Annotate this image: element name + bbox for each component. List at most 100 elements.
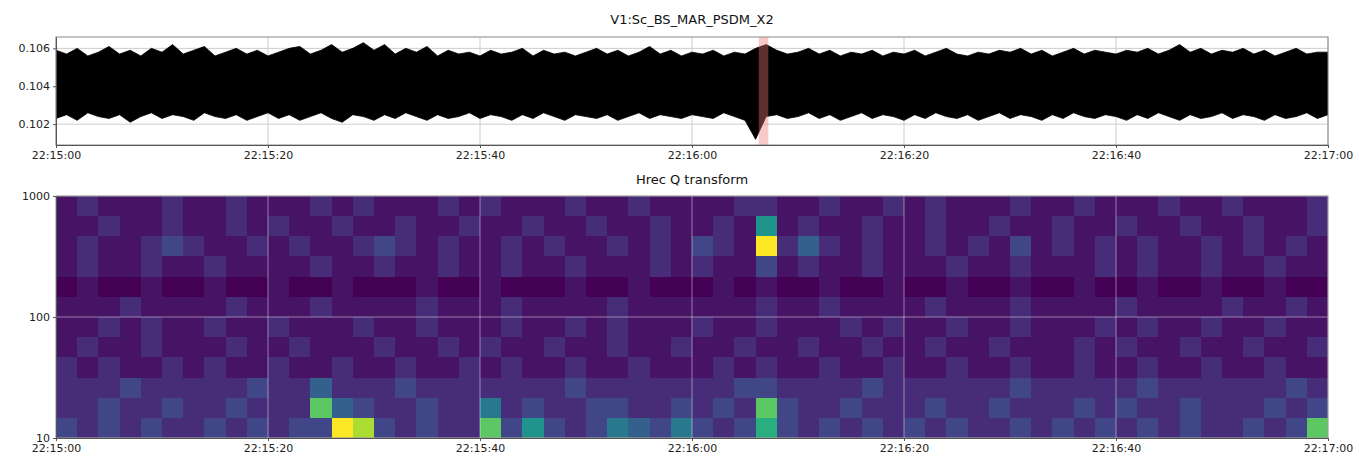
heatmap-cell <box>1180 256 1201 276</box>
heatmap-cell <box>1137 418 1158 438</box>
heatmap-cell <box>840 337 861 357</box>
heatmap-cell <box>1137 297 1158 317</box>
heatmap-cell <box>1180 378 1201 398</box>
heatmap-cell <box>883 236 904 256</box>
heatmap-cell <box>989 317 1010 337</box>
heatmap-cell <box>183 216 204 236</box>
heatmap-cell <box>586 357 607 377</box>
heatmap-cell <box>1243 357 1264 377</box>
heatmap-cell <box>56 357 77 377</box>
y-tick: 0.102 <box>19 118 57 131</box>
heatmap-cell <box>946 297 967 317</box>
heatmap-cell <box>989 418 1010 438</box>
heatmap-cell <box>946 256 967 276</box>
heatmap-cell <box>544 317 565 337</box>
heatmap-cell <box>756 297 777 317</box>
grid-line-x <box>904 196 905 438</box>
heatmap-cell <box>522 196 543 216</box>
heatmap-cell <box>989 398 1010 418</box>
heatmap-cell <box>416 216 437 236</box>
heatmap-cell <box>798 297 819 317</box>
heatmap-cell <box>565 297 586 317</box>
heatmap-cell <box>141 378 162 398</box>
heatmap-cell <box>862 277 883 297</box>
heatmap-cell <box>1052 418 1073 438</box>
heatmap-cell <box>840 256 861 276</box>
heatmap-cell <box>98 378 119 398</box>
heatmap-cell <box>374 317 395 337</box>
heatmap-cell <box>1137 256 1158 276</box>
heatmap-cell <box>628 317 649 337</box>
heatmap-cell <box>332 418 353 438</box>
heatmap-cell <box>310 256 331 276</box>
heatmap-cell <box>692 297 713 317</box>
heatmap-cell <box>501 256 522 276</box>
heatmap-cell <box>1222 357 1243 377</box>
heatmap-cell <box>968 398 989 418</box>
heatmap-cell <box>1243 256 1264 276</box>
heatmap-cell <box>247 418 268 438</box>
heatmap-cell <box>756 378 777 398</box>
heatmap-cell <box>416 277 437 297</box>
heatmap-cell <box>904 337 925 357</box>
heatmap-cell <box>247 256 268 276</box>
heatmap-cell <box>1116 418 1137 438</box>
heatmap-cell <box>586 317 607 337</box>
heatmap-cell <box>416 357 437 377</box>
heatmap-cell <box>1137 378 1158 398</box>
heatmap-cell <box>1052 398 1073 418</box>
heatmap-cell <box>332 398 353 418</box>
heatmap-cell <box>1052 357 1073 377</box>
heatmap-cell <box>1074 216 1095 236</box>
heatmap-cell <box>416 418 437 438</box>
heatmap-cell <box>628 256 649 276</box>
heatmap-cell <box>713 378 734 398</box>
heatmap-cell <box>586 236 607 256</box>
heatmap-cell <box>989 256 1010 276</box>
heatmap-cell <box>459 317 480 337</box>
heatmap-cell <box>1031 357 1052 377</box>
heatmap-cell <box>1116 317 1137 337</box>
x-tick: 22:15:20 <box>244 438 293 455</box>
heatmap-cell <box>798 216 819 236</box>
heatmap-cell <box>565 337 586 357</box>
panel-title: V1:Sc_BS_MAR_PSDM_X2 <box>610 12 774 27</box>
heatmap-cell <box>141 236 162 256</box>
x-tick-label: 22:15:20 <box>244 149 293 162</box>
heatmap-cell <box>183 357 204 377</box>
heatmap-cell <box>141 418 162 438</box>
heatmap-cell <box>120 317 141 337</box>
heatmap-cell <box>1158 337 1179 357</box>
heatmap-cell <box>671 398 692 418</box>
heatmap-cell <box>77 418 98 438</box>
heatmap-cell <box>862 216 883 236</box>
heatmap-cell <box>459 337 480 357</box>
heatmap-cell <box>756 398 777 418</box>
y-tick: 0.104 <box>19 80 57 93</box>
x-tick-mark <box>1328 145 1329 148</box>
heatmap-cell <box>480 317 501 337</box>
heatmap-cell <box>395 216 416 236</box>
heatmap-cell <box>713 256 734 276</box>
heatmap-cell <box>353 418 374 438</box>
y-tick: 100 <box>29 311 56 324</box>
grid <box>56 196 1328 438</box>
heatmap-cell <box>628 398 649 418</box>
heatmap-cell <box>120 256 141 276</box>
heatmap-cell <box>1052 378 1073 398</box>
heatmap-cell <box>756 357 777 377</box>
heatmap-cell <box>77 236 98 256</box>
heatmap-cell <box>459 418 480 438</box>
y-axis-line <box>56 197 57 439</box>
heatmap-cell <box>501 196 522 216</box>
heatmap-cell <box>459 357 480 377</box>
heatmap-cell <box>1010 317 1031 337</box>
heatmap-cell <box>522 418 543 438</box>
heatmap-cell <box>819 216 840 236</box>
heatmap-cell <box>289 357 310 377</box>
x-tick-label: 22:16:40 <box>1092 149 1141 162</box>
heatmap-cell <box>141 357 162 377</box>
heatmap-cell <box>1074 357 1095 377</box>
heatmap-cell <box>310 378 331 398</box>
x-tick-label: 22:16:20 <box>880 149 929 162</box>
